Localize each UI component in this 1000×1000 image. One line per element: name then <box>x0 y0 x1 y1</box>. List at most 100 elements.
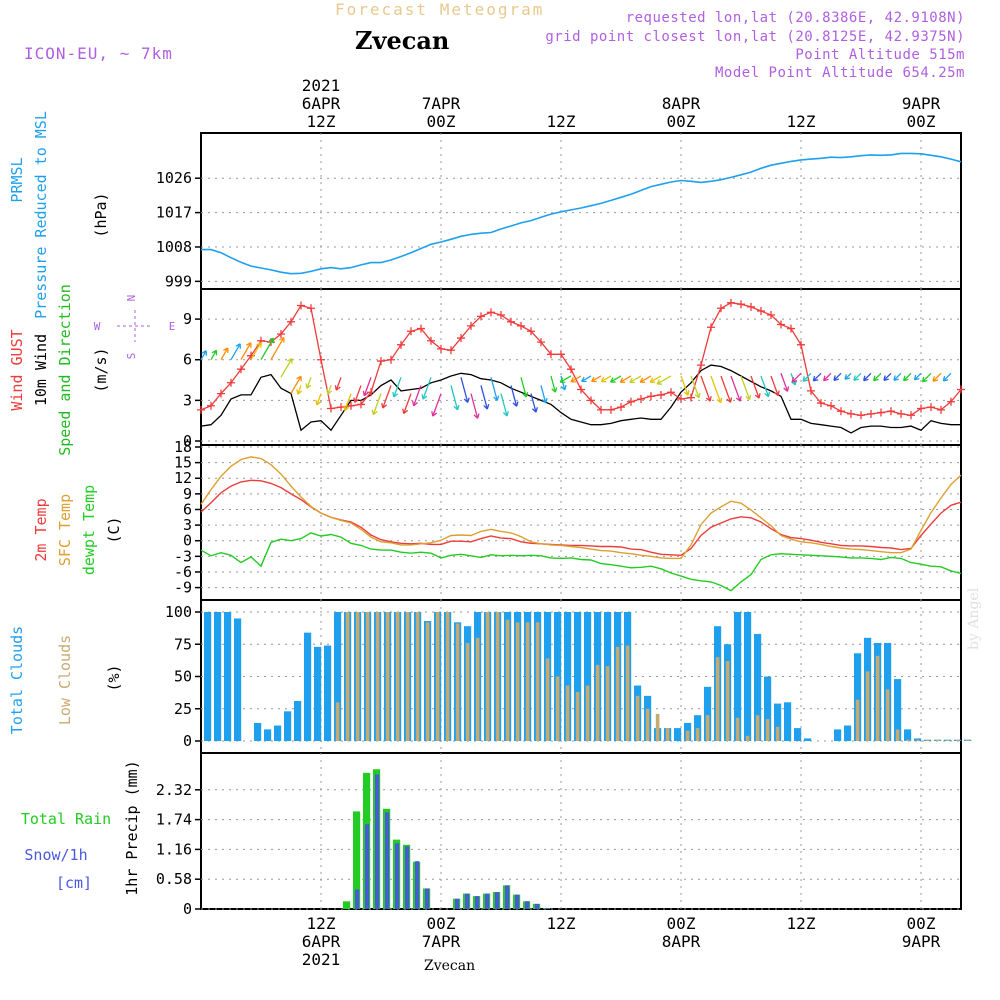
wind-direction-arrowhead <box>745 394 752 401</box>
snow-bar <box>535 903 540 909</box>
wind-direction-arrowhead <box>541 397 548 404</box>
wind-gust-marker <box>327 404 335 413</box>
wind-direction-arrow <box>550 375 556 393</box>
wind-gust-marker <box>417 324 425 333</box>
total-clouds-bar <box>844 725 852 741</box>
tsfc-line <box>200 456 962 560</box>
wind-direction-arrowhead <box>705 396 712 402</box>
wind-gust-marker <box>887 407 895 416</box>
low-clouds-bar <box>515 622 520 741</box>
wind-ytick-label: 6 <box>183 351 192 369</box>
wind-direction-arrowhead <box>560 384 567 391</box>
wind-direction-arrow <box>570 375 582 383</box>
wind-direction-arrow <box>802 372 812 382</box>
model-label: ICON-EU, ~ 7km <box>24 44 173 63</box>
low-clouds-bar <box>365 612 370 741</box>
pressure-ytick-label: 999 <box>165 272 192 290</box>
wind-gust-marker <box>277 329 285 338</box>
top-time-label: 12Z <box>547 112 576 131</box>
wind-direction-arrow <box>250 342 262 361</box>
wind-direction-arrow <box>649 375 662 383</box>
total-clouds-bar <box>274 725 282 741</box>
low-clouds-bar <box>415 612 420 741</box>
wind-gust-marker <box>837 407 845 416</box>
wind-direction-arrow <box>559 375 572 383</box>
wind-direction-arrow <box>610 375 622 383</box>
wind-gust-marker <box>917 404 925 413</box>
wind-gust-marker <box>207 401 215 410</box>
total-clouds-title: Total Clouds <box>8 626 26 734</box>
wind-direction-arrowhead <box>610 377 616 383</box>
wind-direction-arrowhead <box>913 374 920 381</box>
wind-direction-arrowhead <box>201 350 207 356</box>
temperature-ytick-label: -6 <box>174 563 192 581</box>
snow-bar <box>495 892 500 909</box>
wind-ytick-label: 3 <box>183 391 192 409</box>
low-clouds-bar <box>965 739 970 741</box>
total-clouds-bar <box>204 612 212 741</box>
wind-direction-arrowhead <box>326 389 333 395</box>
chart-title: Forecast Meteogram <box>335 0 545 19</box>
wind-direction-arrowhead <box>600 376 607 383</box>
wind-direction-arrow <box>914 372 922 381</box>
wind-direction-arrowhead <box>812 375 819 382</box>
total-clouds-bar <box>284 711 292 741</box>
top-time-label: 8APR <box>662 94 701 113</box>
bottom-time-label: 00Z <box>907 914 936 933</box>
snow-bar <box>375 774 380 909</box>
wind-gust-marker <box>567 365 575 374</box>
wind-direction-arrow <box>480 385 488 410</box>
credit-watermark: by Angel <box>966 587 982 650</box>
clouds-unit: (%) <box>105 664 123 691</box>
temperature-ytick-label: -3 <box>174 547 192 565</box>
low-clouds-bar <box>395 612 400 741</box>
wind-direction-arrowhead <box>833 375 839 381</box>
low-clouds-bar <box>765 719 770 741</box>
total-clouds-bar <box>214 612 222 741</box>
wind10m-line <box>200 364 961 434</box>
wind-gust-marker <box>287 317 295 326</box>
wind-direction-arrowhead <box>893 375 899 381</box>
wind-direction-arrowhead <box>483 404 490 410</box>
total-clouds-bar <box>674 728 682 741</box>
top-time-label: 12Z <box>787 112 816 131</box>
pressure-title: PRMSL <box>8 157 26 202</box>
snow-bar <box>355 889 360 909</box>
wind-direction-arrow <box>560 375 566 391</box>
wind-direction-arrow <box>354 385 362 403</box>
total-clouds-bar <box>894 679 902 741</box>
wind-direction-arrow <box>690 375 700 399</box>
wind-direction-arrow <box>200 350 207 361</box>
compass-west: W <box>94 320 101 333</box>
wind-direction-arrow <box>297 385 302 395</box>
wind-direction-arrow <box>600 375 612 383</box>
precipitation-ytick-label: 0 <box>183 900 192 918</box>
wind-gust-marker <box>637 395 645 404</box>
total-clouds-bar <box>764 676 772 741</box>
dewpt-line <box>200 532 962 592</box>
pressure-unit: (hPa) <box>92 192 110 237</box>
low-clouds-bar <box>615 646 620 741</box>
total-clouds-bar <box>834 729 842 741</box>
wind-direction-arrowhead <box>791 377 798 383</box>
wind-gust-marker <box>517 321 525 330</box>
wind-gust-marker <box>507 317 515 326</box>
wind-direction-arrow <box>720 375 732 403</box>
wind-direction-arrowhead <box>287 358 293 364</box>
wind-direction-arrow <box>520 377 527 398</box>
snow-bar <box>385 812 390 909</box>
low-clouds-bar <box>635 695 640 741</box>
clouds-ytick-label: 50 <box>174 668 192 686</box>
wind-gust-marker <box>317 355 325 364</box>
total-clouds-bar <box>254 722 262 741</box>
low-clouds-bar <box>535 622 540 741</box>
wind-direction-arrow <box>530 393 537 413</box>
wind-gust-marker <box>217 389 225 398</box>
wind-direction-arrow <box>316 393 322 406</box>
total-clouds-bar <box>304 632 312 741</box>
clouds-ytick-label: 100 <box>165 603 192 621</box>
precip-unit: 1hr Precip (mm) <box>123 760 141 895</box>
total-clouds-bar <box>754 633 762 741</box>
low-clouds-bar <box>685 730 690 741</box>
wind-direction-arrowhead <box>296 389 303 395</box>
